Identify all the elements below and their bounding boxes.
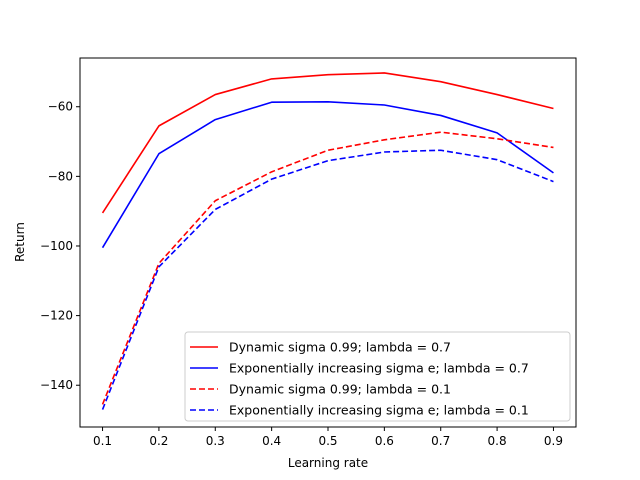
series-line-4 <box>101 149 554 410</box>
legend-label-3: Dynamic sigma 0.99; lambda = 0.1 <box>229 382 451 397</box>
series-line-2 <box>101 101 554 249</box>
x-tick-label: 0.9 <box>544 434 563 448</box>
x-tick-label: 0.5 <box>318 434 337 448</box>
y-axis-label: Return <box>13 222 27 262</box>
x-tick-label: 0.2 <box>149 434 168 448</box>
x-tick-label: 0.7 <box>431 434 450 448</box>
x-axis: 0.1 0.2 0.3 0.4 0.5 0.6 0.7 0.8 0.9 <box>93 427 563 448</box>
legend-box <box>184 331 571 422</box>
x-axis-label: Learning rate <box>288 456 368 470</box>
y-axis: −140 −120 −100 −80 −60 <box>40 100 80 392</box>
x-tick-label: 0.6 <box>375 434 394 448</box>
y-tick-label: −100 <box>40 239 73 253</box>
series-line-1 <box>101 72 554 214</box>
legend-label-4: Exponentially increasing sigma e; lambda… <box>229 403 529 418</box>
y-tick-label: −60 <box>48 100 73 114</box>
legend: Dynamic sigma 0.99; lambda = 0.7 Exponent… <box>184 331 571 422</box>
x-tick-label: 0.4 <box>262 434 281 448</box>
x-tick-label: 0.3 <box>206 434 225 448</box>
y-tick-label: −120 <box>40 309 73 323</box>
x-tick-label: 0.1 <box>93 434 112 448</box>
legend-label-1: Dynamic sigma 0.99; lambda = 0.7 <box>229 340 451 355</box>
series-layer <box>101 72 554 410</box>
x-tick-label: 0.8 <box>488 434 507 448</box>
y-tick-label: −80 <box>48 169 73 183</box>
legend-label-2: Exponentially increasing sigma e; lambda… <box>229 361 529 376</box>
y-tick-label: −140 <box>40 378 73 392</box>
